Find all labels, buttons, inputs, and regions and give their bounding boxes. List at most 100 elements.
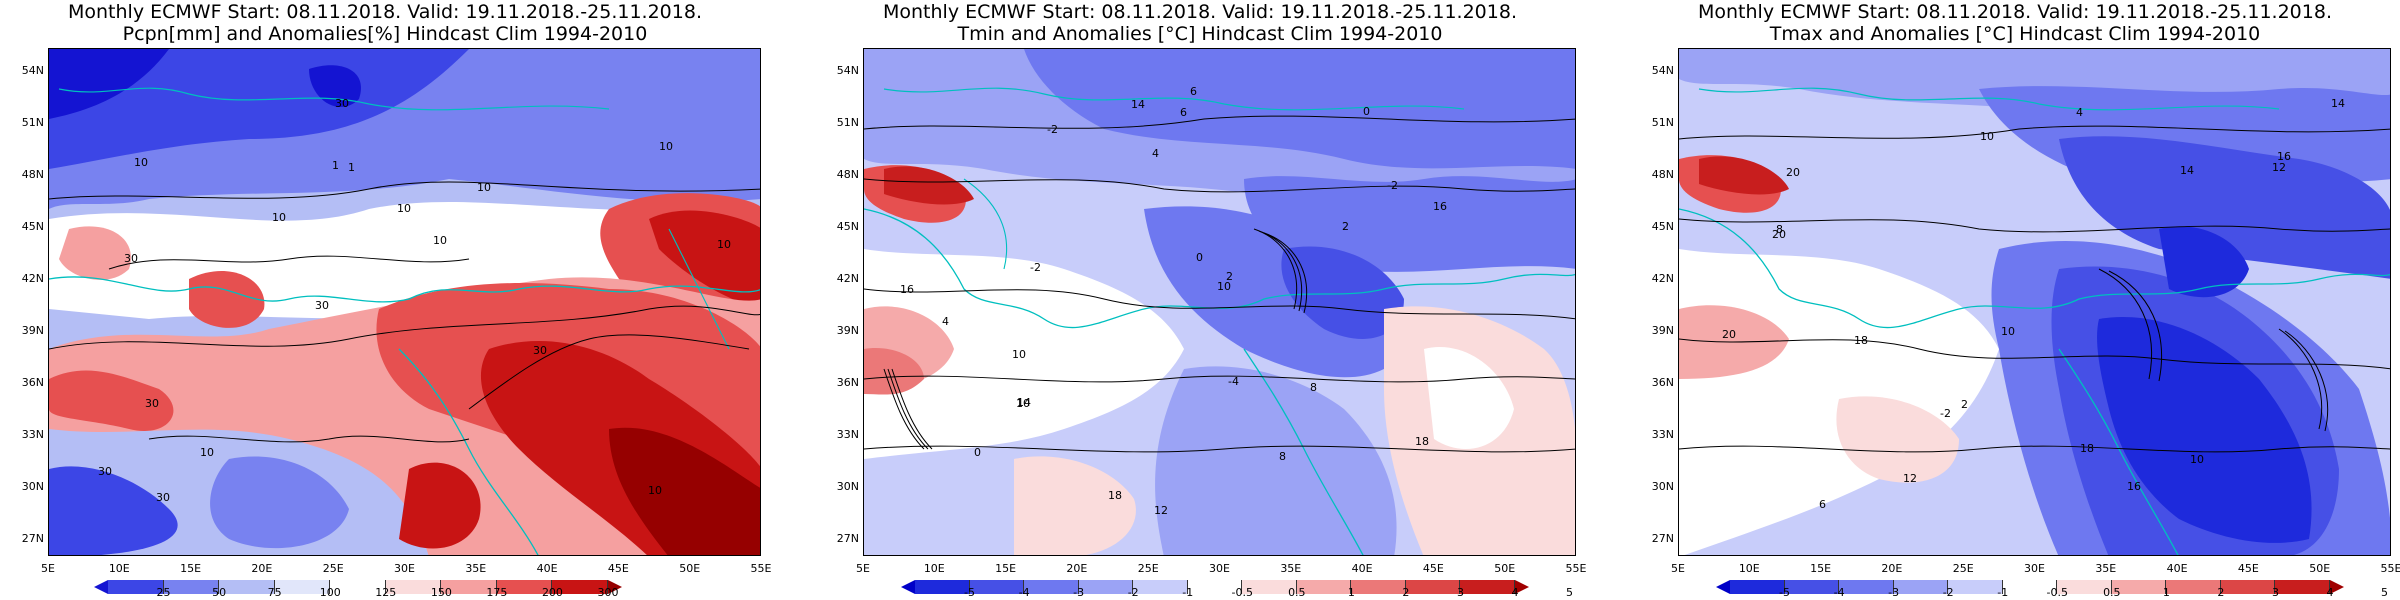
lat-tick-label: 33N: [21, 428, 44, 441]
contour-label: 20: [1722, 328, 1736, 341]
lon-tick-label: 50E: [1494, 562, 1516, 575]
colorbar-cell: [108, 580, 164, 594]
panel-precipitation: Monthly ECMWF Start: 08.11.2018. Valid: …: [0, 0, 770, 600]
colorbar-label: 4: [1511, 586, 1519, 599]
colorbar-label: -2: [1942, 586, 1954, 599]
colorbar-cell: [1242, 580, 1297, 594]
colorbar-cell: [1078, 580, 1134, 594]
lon-tick-label: 30E: [394, 562, 415, 575]
lat-tick-label: 36N: [836, 376, 859, 389]
colorbar-cell: [2166, 580, 2221, 594]
lat-tick-label: 45N: [1651, 220, 1674, 233]
lon-tick-label: 45E: [2237, 562, 2259, 575]
contour-label: 1: [332, 159, 339, 172]
contour-label: 10: [659, 140, 673, 153]
colorbar-label: -1: [1182, 586, 1194, 599]
contour-label: 1: [348, 161, 355, 174]
lat-tick-label: 27N: [836, 532, 859, 545]
contour-label: 2: [1226, 270, 1233, 283]
lon-tick-label: 45E: [1422, 562, 1444, 575]
lon-tick-label: 35E: [465, 562, 487, 575]
contour-label: 10: [2001, 325, 2015, 338]
colorbar-tip-right: [2330, 580, 2344, 594]
colorbar-label: 1: [1347, 586, 1355, 599]
colorbar-cell: [385, 580, 442, 594]
lon-tick-label: 35E: [2095, 562, 2117, 575]
colorbar-label: 50: [212, 586, 227, 599]
contour-label: 2: [1342, 220, 1349, 233]
lon-tick-label: 10E: [923, 562, 945, 575]
contour-label: 10: [648, 484, 662, 497]
contour-label: -2: [1940, 407, 1951, 420]
lon-tick-label: 10E: [108, 562, 130, 575]
lat-tick-label: 51N: [1651, 116, 1674, 129]
colorbar-tip-left: [1716, 580, 1730, 594]
colorbar-cell: [219, 580, 275, 594]
colorbar-cell: [1730, 580, 1785, 594]
contour-label: 16: [900, 283, 914, 296]
contour-label: 8: [1310, 381, 1317, 394]
contour-label: 30: [315, 299, 329, 312]
lat-tick-label: 54N: [21, 64, 44, 77]
colorbar-cell: [1024, 580, 1079, 594]
contour-label: 10: [200, 446, 214, 459]
contour-label: 10: [2190, 453, 2204, 466]
contour-label: 16: [2127, 480, 2141, 493]
map-tmin: 0 0 -2 -2 -4 -2 10 14 16 2 4 6 8 10 12 14 18 16 10 18 8 6 4 2 0: [863, 48, 1576, 556]
contour-label: 14: [2331, 97, 2345, 110]
contour-label: 6: [1819, 498, 1826, 511]
lon-tick-label: 25E: [1952, 562, 1974, 575]
colorbar-cell: [2111, 580, 2167, 594]
contour-label: -4: [1228, 375, 1239, 388]
colorbar-cell: [1351, 580, 1406, 594]
lon-tick-label: 35E: [1280, 562, 1302, 575]
lat-tick-label: 45N: [836, 220, 859, 233]
contour-label: 20: [1772, 228, 1786, 241]
lat-tick-label: 27N: [21, 532, 44, 545]
colorbar-label: 175: [486, 586, 508, 599]
lat-tick-label: 48N: [836, 168, 859, 181]
colorbar-cell: [1948, 580, 2003, 594]
colorbar-label: 3: [1456, 586, 1464, 599]
colorbar-cell: [496, 580, 553, 594]
lon-tick-label: 15E: [995, 562, 1017, 575]
contour-label: 16: [2277, 150, 2291, 163]
contour-label: 10: [477, 181, 491, 194]
lat-tick-label: 39N: [1651, 324, 1674, 337]
contour-label: 30: [98, 465, 112, 478]
panel-title-line1: Monthly ECMWF Start: 08.11.2018. Valid: …: [68, 1, 702, 23]
lon-tick-label: 55E: [750, 562, 772, 575]
lon-tick-label: 50E: [2309, 562, 2331, 575]
contour-label: 12: [2272, 161, 2286, 174]
lon-tick-label: 20E: [251, 562, 273, 575]
contour-label: -2: [1047, 123, 1058, 136]
lat-tick-label: 33N: [1651, 428, 1674, 441]
lat-tick-label: 30N: [21, 480, 44, 493]
lat-tick-label: 30N: [836, 480, 859, 493]
colorbar-tip-left: [94, 580, 108, 594]
colorbar-cell: [1405, 580, 1461, 594]
lat-tick-label: 39N: [836, 324, 859, 337]
lon-tick-label: 10E: [1738, 562, 1760, 575]
contour-label: 10: [1016, 397, 1030, 410]
contour-label: 14: [1017, 396, 1031, 409]
colorbar-cell: [915, 580, 970, 594]
colorbar-label: -0.5: [1231, 586, 1253, 599]
panel-tmax: Monthly ECMWF Start: 08.11.2018. Valid: …: [1630, 0, 2400, 600]
contour-label: 20: [1786, 166, 1800, 179]
lat-tick-label: 54N: [1651, 64, 1674, 77]
contour-label: 10: [1217, 280, 1231, 293]
contour-label: 0: [1363, 105, 1370, 118]
colorbar-label: 300: [597, 586, 619, 599]
panel-title-line2: Tmax and Anomalies [°C] Hindcast Clim 19…: [1769, 23, 2261, 45]
lat-tick-label: 36N: [21, 376, 44, 389]
lat-tick-label: 39N: [21, 324, 44, 337]
lon-tick-label: 55E: [1565, 562, 1587, 575]
lat-tick-label: 33N: [836, 428, 859, 441]
lon-tick-label: 5E: [856, 562, 870, 575]
lat-tick-label: 48N: [1651, 168, 1674, 181]
colorbar-cell: [2220, 580, 2276, 594]
colorbar-label: 1: [2162, 586, 2170, 599]
contour-label: 12: [1154, 504, 1168, 517]
lat-tick-label: 54N: [836, 64, 859, 77]
